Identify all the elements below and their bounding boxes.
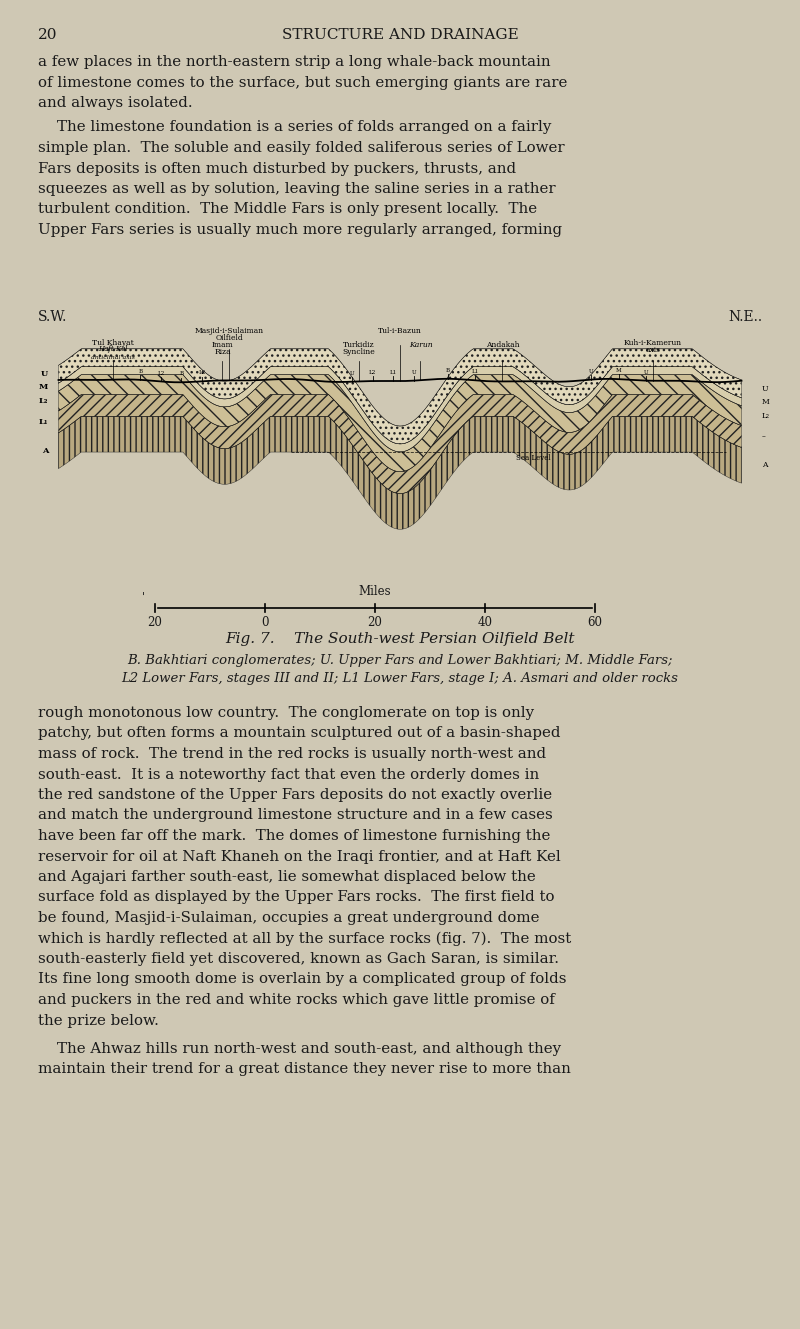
Text: reservoir for oil at Naft Khaneh on the Iraqi frontier, and at Haft Kel: reservoir for oil at Naft Khaneh on the … bbox=[38, 849, 561, 864]
Text: Karun: Karun bbox=[409, 340, 432, 348]
Text: maintain their trend for a great distance they never rise to more than: maintain their trend for a great distanc… bbox=[38, 1062, 571, 1076]
Polygon shape bbox=[58, 375, 742, 472]
Text: S.W.: S.W. bbox=[38, 310, 67, 324]
Text: B. Bakhtiari conglomerates; U. Upper Fars and Lower Bakhtiari; M. Middle Fars;: B. Bakhtiari conglomerates; U. Upper Far… bbox=[127, 654, 673, 667]
Text: U: U bbox=[411, 369, 416, 375]
Text: 0: 0 bbox=[262, 617, 269, 629]
Text: L1: L1 bbox=[471, 369, 478, 375]
Text: B: B bbox=[446, 368, 450, 373]
Text: Kuh-i-Kamerun: Kuh-i-Kamerun bbox=[624, 339, 682, 347]
Text: axis: axis bbox=[646, 346, 660, 354]
Text: The limestone foundation is a series of folds arranged on a fairly: The limestone foundation is a series of … bbox=[38, 121, 551, 134]
Text: Tul-i-Bazun: Tul-i-Bazun bbox=[378, 327, 422, 335]
Text: and always isolated.: and always isolated. bbox=[38, 96, 193, 110]
Text: M: M bbox=[762, 397, 770, 405]
Text: L2: L2 bbox=[158, 371, 165, 376]
Text: the red sandstone of the Upper Fars deposits do not exactly overlie: the red sandstone of the Upper Fars depo… bbox=[38, 788, 552, 801]
Text: Upper Fars series is usually much more regularly arranged, forming: Upper Fars series is usually much more r… bbox=[38, 223, 562, 237]
Text: Syncline: Syncline bbox=[342, 348, 375, 356]
Text: rough monotonous low country.  The conglomerate on top is only: rough monotonous low country. The conglo… bbox=[38, 706, 534, 720]
Text: U: U bbox=[350, 371, 354, 376]
Text: 60: 60 bbox=[587, 617, 602, 629]
Text: B: B bbox=[179, 371, 183, 376]
Text: and puckers in the red and white rocks which gave little promise of: and puckers in the red and white rocks w… bbox=[38, 993, 555, 1007]
Text: south-east.  It is a noteworthy fact that even the orderly domes in: south-east. It is a noteworthy fact that… bbox=[38, 768, 539, 781]
Text: a few places in the north-eastern strip a long whale-back mountain: a few places in the north-eastern strip … bbox=[38, 54, 550, 69]
Text: Its fine long smooth dome is overlain by a complicated group of folds: Its fine long smooth dome is overlain by… bbox=[38, 973, 566, 986]
Text: A: A bbox=[42, 447, 48, 455]
Text: L₂: L₂ bbox=[762, 412, 770, 420]
Text: L1: L1 bbox=[390, 371, 397, 375]
Text: Tul Khayat: Tul Khayat bbox=[92, 339, 134, 347]
Polygon shape bbox=[58, 395, 742, 493]
Text: Masjid-i-Sulaiman: Masjid-i-Sulaiman bbox=[194, 327, 264, 335]
Text: Riza: Riza bbox=[214, 348, 230, 356]
Text: U: U bbox=[589, 368, 594, 373]
Polygon shape bbox=[58, 348, 742, 444]
Text: STRUCTURE AND DRAINAGE: STRUCTURE AND DRAINAGE bbox=[282, 28, 518, 43]
Text: 20: 20 bbox=[38, 28, 58, 43]
Text: U: U bbox=[41, 371, 48, 379]
Text: Imam: Imam bbox=[211, 340, 234, 348]
Text: L2 Lower Fars, stages III and II; L1 Lower Fars, stage I; A. Asmari and older ro: L2 Lower Fars, stages III and II; L1 Low… bbox=[122, 672, 678, 684]
Text: of limestone comes to the surface, but such emerging giants are rare: of limestone comes to the surface, but s… bbox=[38, 76, 567, 89]
Text: mass of rock.  The trend in the red rocks is usually north-west and: mass of rock. The trend in the red rocks… bbox=[38, 747, 546, 762]
Text: L₁: L₁ bbox=[38, 417, 48, 425]
Text: ': ' bbox=[142, 591, 145, 602]
Text: have been far off the mark.  The domes of limestone furnishing the: have been far off the mark. The domes of… bbox=[38, 829, 550, 843]
Text: turbulent condition.  The Middle Fars is only present locally.  The: turbulent condition. The Middle Fars is … bbox=[38, 202, 537, 217]
Text: Fars deposits is often much disturbed by puckers, thrusts, and: Fars deposits is often much disturbed by… bbox=[38, 162, 516, 175]
Text: M: M bbox=[616, 368, 622, 373]
Text: Andakah: Andakah bbox=[486, 340, 519, 348]
Text: The Ahwaz hills run north-west and south-east, and although they: The Ahwaz hills run north-west and south… bbox=[38, 1042, 561, 1057]
Text: L₂: L₂ bbox=[38, 397, 48, 405]
Text: surface fold as displayed by the Upper Fars rocks.  The first field to: surface fold as displayed by the Upper F… bbox=[38, 890, 554, 905]
Text: Turkidiz: Turkidiz bbox=[343, 340, 375, 348]
Text: the prize below.: the prize below. bbox=[38, 1014, 159, 1027]
Text: U: U bbox=[643, 369, 648, 375]
Text: Miles: Miles bbox=[358, 585, 391, 598]
Text: anticlinal axis: anticlinal axis bbox=[91, 355, 135, 360]
Text: Haft Kel: Haft Kel bbox=[98, 344, 128, 352]
Text: 20: 20 bbox=[147, 617, 162, 629]
Text: 40: 40 bbox=[478, 617, 493, 629]
Text: Oilfield: Oilfield bbox=[215, 334, 243, 342]
Polygon shape bbox=[58, 367, 742, 452]
Text: south-easterly field yet discovered, known as Gach Saran, is similar.: south-easterly field yet discovered, kno… bbox=[38, 952, 559, 966]
Text: L2: L2 bbox=[369, 369, 376, 375]
Text: U: U bbox=[762, 385, 769, 393]
Text: be found, Masjid-i-Sulaiman, occupies a great underground dome: be found, Masjid-i-Sulaiman, occupies a … bbox=[38, 910, 539, 925]
Text: and Agajari farther south-east, lie somewhat displaced below the: and Agajari farther south-east, lie some… bbox=[38, 870, 536, 884]
Text: L2: L2 bbox=[198, 371, 206, 375]
Text: –: – bbox=[762, 432, 766, 440]
Text: 20: 20 bbox=[367, 617, 382, 629]
Text: A: A bbox=[762, 461, 767, 469]
Text: which is hardly reflected at all by the surface rocks (fig. 7).  The most: which is hardly reflected at all by the … bbox=[38, 932, 571, 946]
Text: squeezes as well as by solution, leaving the saline series in a rather: squeezes as well as by solution, leaving… bbox=[38, 182, 556, 195]
Text: Sea Level: Sea Level bbox=[516, 455, 550, 462]
Text: simple plan.  The soluble and easily folded saliferous series of Lower: simple plan. The soluble and easily fold… bbox=[38, 141, 565, 155]
Text: patchy, but often forms a mountain sculptured out of a basin-shaped: patchy, but often forms a mountain sculp… bbox=[38, 727, 561, 740]
Text: M: M bbox=[39, 383, 48, 391]
Text: and match the underground limestone structure and in a few cases: and match the underground limestone stru… bbox=[38, 808, 553, 823]
Text: B: B bbox=[138, 369, 142, 373]
Text: N.E..: N.E.. bbox=[728, 310, 762, 324]
Polygon shape bbox=[58, 416, 742, 529]
Text: Fig. 7.    The South-west Persian Oilfield Belt: Fig. 7. The South-west Persian Oilfield … bbox=[226, 633, 574, 646]
